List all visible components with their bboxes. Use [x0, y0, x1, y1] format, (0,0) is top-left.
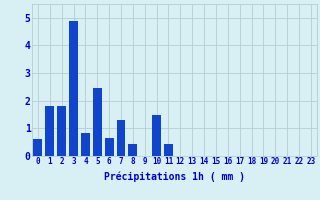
Bar: [34, 139, 42, 156]
Bar: [69, 21, 78, 156]
X-axis label: Précipitations 1h ( mm ): Précipitations 1h ( mm ): [104, 172, 245, 182]
Bar: [93, 88, 102, 156]
Bar: [116, 120, 125, 156]
Bar: [105, 138, 114, 156]
Bar: [152, 115, 161, 156]
Bar: [164, 144, 173, 156]
Bar: [128, 144, 137, 156]
Bar: [81, 133, 90, 156]
Bar: [45, 106, 54, 156]
Bar: [57, 106, 66, 156]
